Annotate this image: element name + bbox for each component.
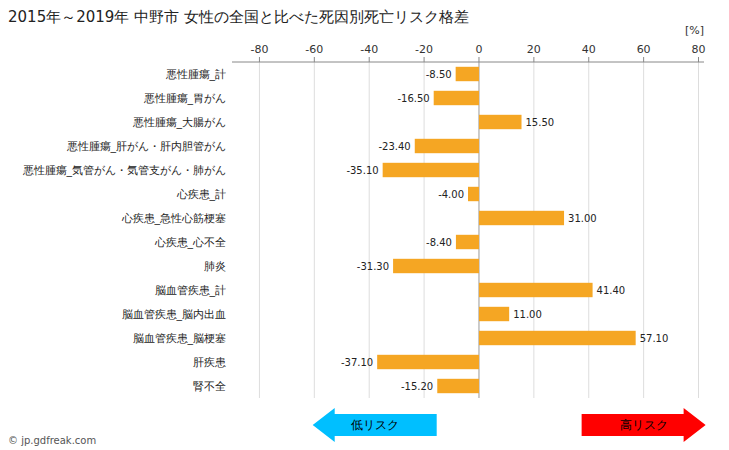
grid	[259, 62, 698, 398]
bar	[468, 187, 479, 201]
bar	[479, 211, 564, 225]
grid-line	[424, 62, 425, 398]
category-label: 心疾患_心不全	[154, 236, 227, 249]
category-label: 脳血管疾患_脳内出血	[122, 308, 227, 321]
tick-mark	[424, 57, 425, 62]
tick-mark	[533, 57, 534, 62]
category-label: 悪性腫瘍_大腸がん	[132, 116, 227, 129]
data-label: -31.30	[357, 261, 389, 272]
data-label: -37.10	[341, 357, 373, 368]
title: 2015年～2019年 中野市 女性の全国と比べた死因別死亡リスク格差	[8, 8, 469, 26]
arrow	[313, 408, 437, 442]
tick-label: -40	[360, 43, 378, 56]
tick-mark	[314, 57, 315, 62]
category-label: 悪性腫瘍_胃がん	[143, 92, 227, 105]
data-label: 57.10	[640, 333, 669, 344]
annotation: © jp.gdfreak.com	[8, 435, 96, 446]
data-label: -35.10	[346, 165, 378, 176]
category-label: 心疾患_計	[176, 188, 227, 201]
category-label: 心疾患_急性心筋梗塞	[121, 212, 227, 225]
bar	[434, 91, 479, 105]
data-label: -8.50	[426, 69, 452, 80]
tick-label: -60	[305, 43, 323, 56]
axis-line	[232, 62, 704, 63]
category-label: 肺炎	[204, 260, 226, 273]
category-label: 悪性腫瘍_気管がん・気管支がん・肺がん	[22, 164, 227, 177]
tick-mark	[698, 57, 699, 62]
bar	[479, 307, 509, 321]
tick-label: 0	[475, 43, 482, 56]
annotation: 高リスク	[620, 418, 668, 432]
category-label: 脳血管疾患_計	[155, 284, 227, 297]
bar	[437, 379, 479, 393]
bar	[383, 163, 479, 177]
category-label: 脳血管疾患_脳梗塞	[133, 332, 227, 345]
tick-label: 40	[582, 43, 596, 56]
grid-line	[643, 62, 644, 398]
grid-line	[369, 62, 370, 398]
data-label: 31.00	[568, 213, 597, 224]
bar	[456, 67, 479, 81]
category-label: 悪性腫瘍_肝がん・肝内胆管がん	[66, 140, 227, 153]
tick-mark	[588, 57, 589, 62]
category-label: 腎不全	[193, 380, 226, 393]
grid-line	[533, 62, 534, 398]
data-label: -23.40	[379, 141, 411, 152]
bar	[393, 259, 479, 273]
data-label: -16.50	[397, 93, 429, 104]
grid-line	[259, 62, 260, 398]
tick-mark	[478, 57, 479, 62]
bar	[479, 283, 593, 297]
chart: 2015年～2019年 中野市 女性の全国と比べた死因別死亡リスク格差 [%] -8…	[0, 0, 729, 450]
bar	[377, 355, 479, 369]
category-label: 悪性腫瘍_計	[165, 68, 227, 81]
bar	[415, 139, 479, 153]
data-label: 11.00	[513, 309, 542, 320]
axis-label: [%]	[685, 24, 704, 37]
tick-mark	[643, 57, 644, 62]
data-label: -4.00	[438, 189, 464, 200]
data-label: 15.50	[526, 117, 555, 128]
tick-label: -20	[415, 43, 433, 56]
tick-mark	[259, 57, 260, 62]
arrow	[582, 408, 706, 442]
tick-label: 60	[637, 43, 651, 56]
bar	[479, 331, 636, 345]
bar	[479, 115, 522, 129]
tick-mark	[369, 57, 370, 62]
bars	[377, 67, 636, 393]
data-label: -8.40	[426, 237, 452, 248]
annotation: 低リスク	[351, 418, 399, 432]
category-label: 肝疾患	[193, 356, 226, 369]
grid-line	[314, 62, 315, 398]
data-label: -15.20	[401, 381, 433, 392]
bar	[456, 235, 479, 249]
data-label: 41.40	[597, 285, 626, 296]
grid-line	[698, 62, 699, 398]
grid-line	[478, 62, 479, 398]
tick-label: 20	[527, 43, 541, 56]
tick-label: -80	[250, 43, 268, 56]
tick-label: 80	[692, 43, 706, 56]
grid-line	[588, 62, 589, 398]
